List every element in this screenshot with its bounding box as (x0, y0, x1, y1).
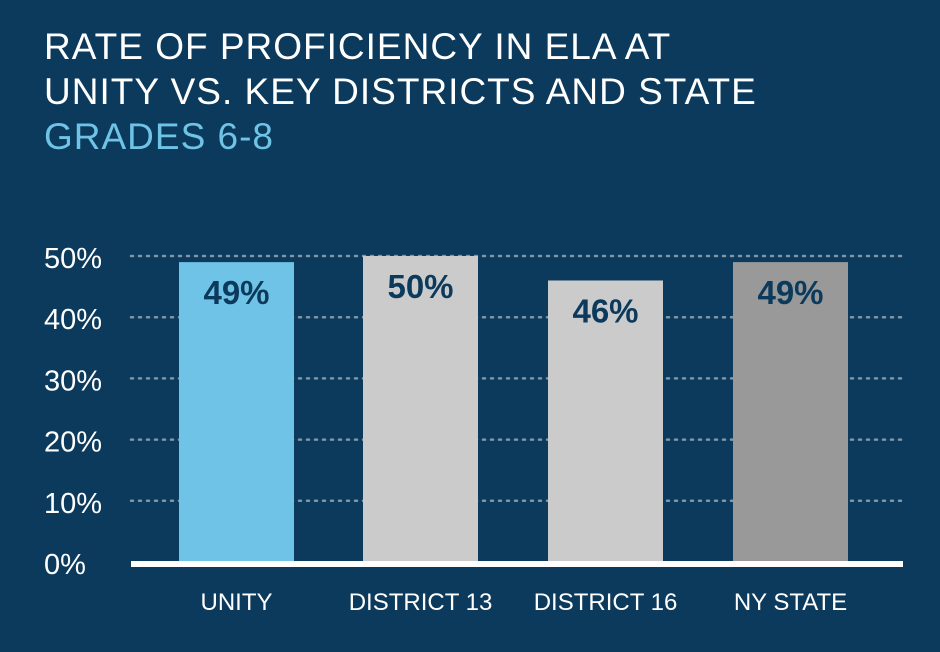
y-tick-label: 40% (44, 304, 102, 336)
chart-title: RATE OF PROFICIENCY IN ELA AT UNITY VS. … (44, 24, 757, 114)
bar (363, 256, 478, 562)
y-tick-label: 0% (44, 549, 86, 581)
data-label: 50% (387, 268, 453, 305)
data-label: 49% (757, 274, 823, 311)
data-label: 49% (203, 274, 269, 311)
x-tick-label: NY STATE (734, 589, 847, 616)
y-tick-label: 10% (44, 488, 102, 520)
bar (179, 262, 294, 562)
y-tick-label: 20% (44, 427, 102, 459)
bar (733, 262, 848, 562)
chart-subtitle: GRADES 6-8 (44, 116, 275, 157)
y-tick-label: 30% (44, 365, 102, 397)
bar (548, 280, 663, 562)
y-tick-label: 50% (44, 243, 102, 275)
x-tick-label: DISTRICT 16 (534, 589, 678, 616)
x-tick-label: UNITY (201, 589, 273, 616)
data-label: 46% (572, 292, 638, 329)
x-axis-line (131, 561, 903, 567)
x-tick-label: DISTRICT 13 (349, 589, 493, 616)
chart-title-line-2: UNITY VS. KEY DISTRICTS AND STATE (44, 71, 757, 112)
chart-title-line-1: RATE OF PROFICIENCY IN ELA AT (44, 26, 672, 67)
